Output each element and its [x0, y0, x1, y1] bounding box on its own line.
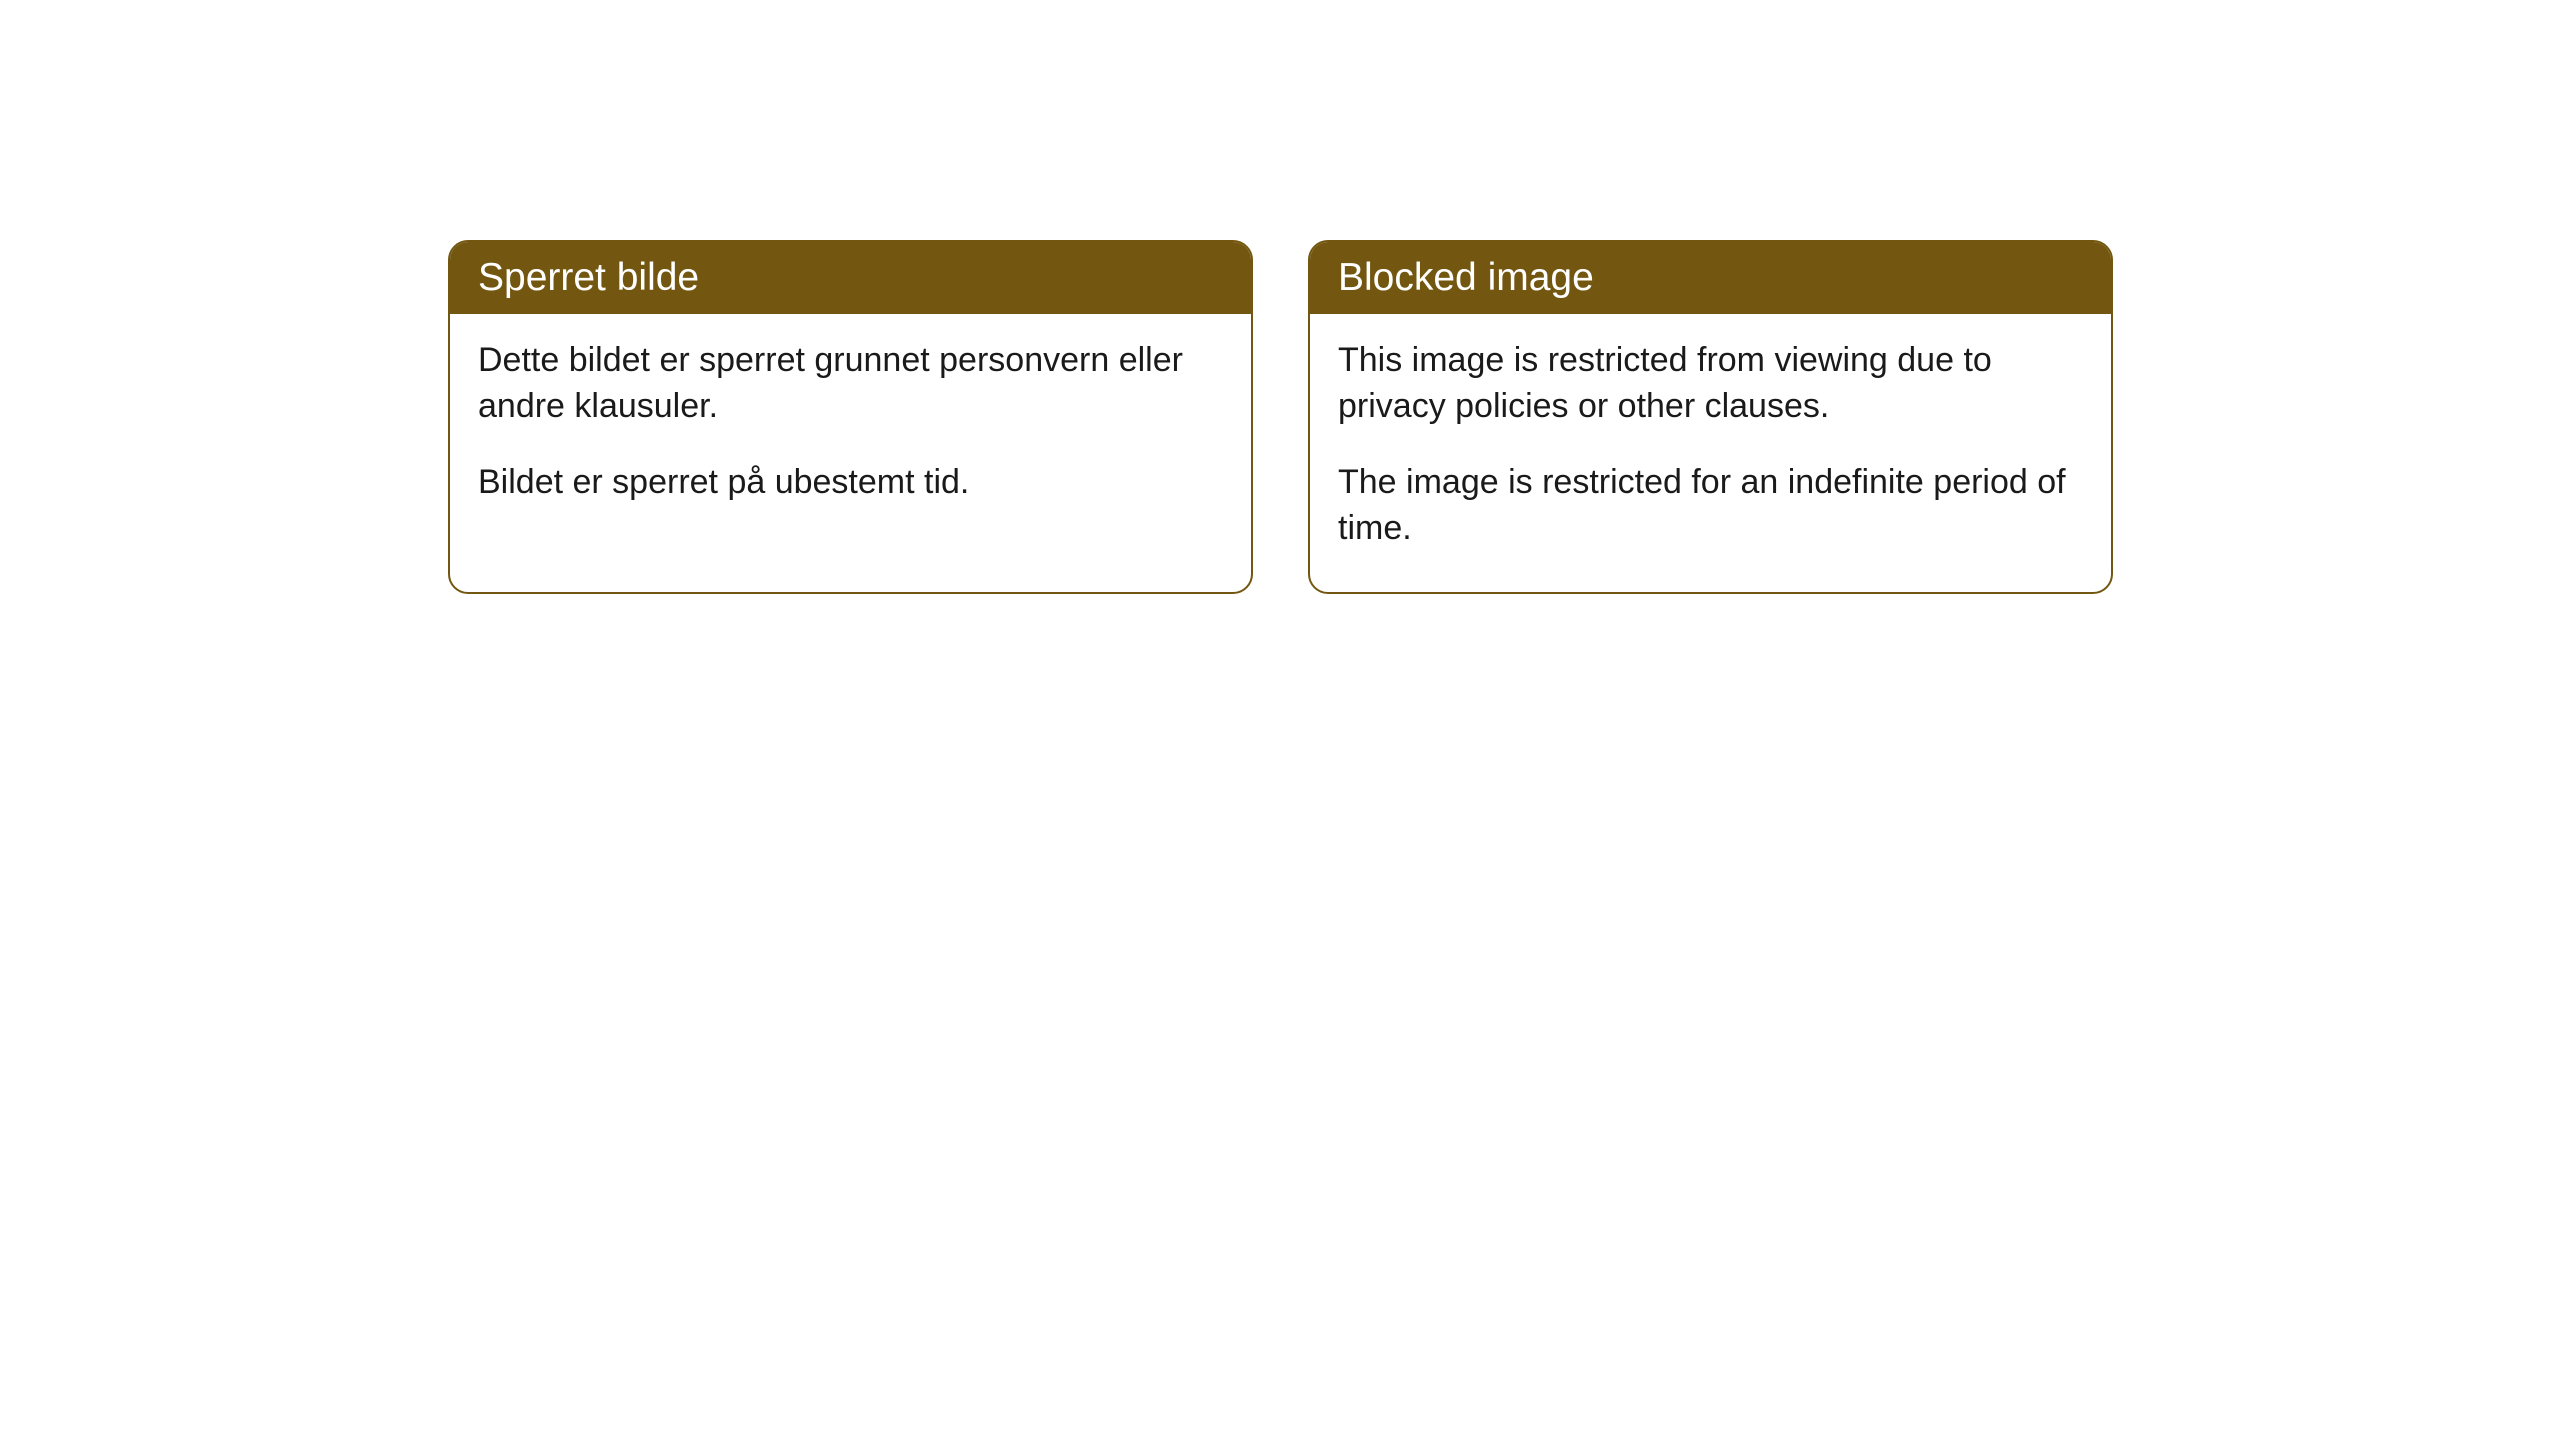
card-body-english: This image is restricted from viewing du… — [1310, 314, 2111, 592]
card-paragraph-2: Bildet er sperret på ubestemt tid. — [478, 460, 1223, 506]
card-header-english: Blocked image — [1310, 242, 2111, 314]
card-paragraph-2: The image is restricted for an indefinit… — [1338, 460, 2083, 552]
card-title: Sperret bilde — [478, 256, 699, 299]
card-body-norwegian: Dette bildet er sperret grunnet personve… — [450, 314, 1251, 546]
blocked-image-card-english: Blocked image This image is restricted f… — [1308, 240, 2113, 594]
blocked-image-card-norwegian: Sperret bilde Dette bildet er sperret gr… — [448, 240, 1253, 594]
card-header-norwegian: Sperret bilde — [450, 242, 1251, 314]
card-paragraph-1: Dette bildet er sperret grunnet personve… — [478, 338, 1223, 430]
cards-container: Sperret bilde Dette bildet er sperret gr… — [0, 0, 2560, 594]
card-title: Blocked image — [1338, 256, 1594, 299]
card-paragraph-1: This image is restricted from viewing du… — [1338, 338, 2083, 430]
